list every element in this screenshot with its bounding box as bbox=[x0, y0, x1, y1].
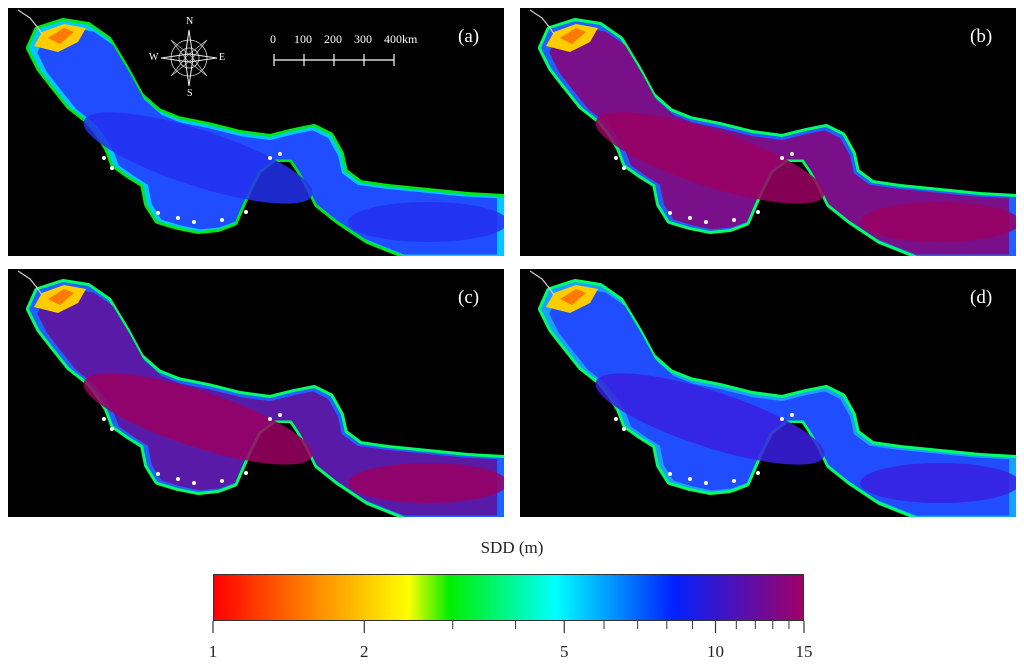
river-line bbox=[17, 9, 43, 35]
gulf-water-map bbox=[529, 270, 1016, 517]
gulf-water-map bbox=[17, 270, 504, 517]
river-line bbox=[529, 270, 555, 296]
colorbar-tick-label: 2 bbox=[360, 642, 369, 661]
map-panel-a: (a) N S W E 0 100 200 300 400 km bbox=[8, 8, 504, 256]
island-speck bbox=[278, 413, 282, 417]
river-line bbox=[17, 270, 43, 296]
scale-tick-label: 400 bbox=[384, 32, 402, 46]
panel-label: (a) bbox=[458, 26, 480, 47]
island-speck bbox=[268, 417, 272, 421]
island-speck bbox=[244, 210, 248, 214]
gulf-water-map bbox=[529, 9, 1016, 256]
island-speck bbox=[110, 166, 114, 170]
island-speck bbox=[780, 417, 784, 421]
island-speck bbox=[704, 481, 708, 485]
island-speck bbox=[614, 417, 618, 421]
open-water bbox=[549, 27, 1010, 255]
open-water bbox=[549, 288, 1010, 516]
gulf-of-oman-water bbox=[348, 463, 504, 503]
compass-south-label: S bbox=[187, 88, 193, 99]
island-speck bbox=[688, 477, 692, 481]
island-speck bbox=[220, 479, 224, 483]
map-panel-b: (b) bbox=[520, 8, 1016, 256]
map-panel-d: (d) bbox=[520, 269, 1016, 517]
gulf-of-oman-water bbox=[860, 202, 1016, 242]
island-speck bbox=[732, 479, 736, 483]
colorbar-tick-label: 15 bbox=[796, 642, 813, 661]
deep-water-core bbox=[83, 112, 313, 204]
colorbar-tick-label: 10 bbox=[707, 642, 724, 661]
island-speck bbox=[668, 472, 672, 476]
scale-unit-label: km bbox=[402, 32, 418, 46]
scale-tick-label: 300 bbox=[354, 32, 372, 46]
scale-tick-label: 100 bbox=[294, 32, 312, 46]
open-water bbox=[37, 27, 498, 255]
island-speck bbox=[156, 211, 160, 215]
island-speck bbox=[688, 216, 692, 220]
river-line bbox=[529, 9, 555, 35]
panel-label: (d) bbox=[970, 287, 993, 308]
gulf-water-map bbox=[17, 9, 504, 256]
map-panel-c: (c) bbox=[8, 269, 504, 517]
compass-north-label: N bbox=[186, 16, 194, 27]
island-speck bbox=[192, 481, 196, 485]
island-speck bbox=[278, 152, 282, 156]
island-speck bbox=[102, 156, 106, 160]
turbid-head-core bbox=[48, 289, 74, 305]
island-speck bbox=[192, 220, 196, 224]
island-speck bbox=[110, 427, 114, 431]
island-speck bbox=[790, 413, 794, 417]
island-speck bbox=[790, 152, 794, 156]
scale-tick-label: 200 bbox=[324, 32, 342, 46]
island-speck bbox=[732, 218, 736, 222]
legend-title: SDD (m) bbox=[480, 538, 544, 557]
turbid-head-core bbox=[560, 28, 586, 44]
island-speck bbox=[756, 471, 760, 475]
panel-label: (b) bbox=[970, 26, 993, 47]
compass-west-label: W bbox=[149, 52, 159, 63]
island-speck bbox=[176, 216, 180, 220]
island-speck bbox=[176, 477, 180, 481]
island-speck bbox=[622, 166, 626, 170]
island-speck bbox=[220, 218, 224, 222]
open-water bbox=[37, 288, 498, 516]
deep-water-core bbox=[595, 373, 825, 465]
turbid-head-core bbox=[48, 28, 74, 44]
island-speck bbox=[244, 471, 248, 475]
gulf-of-oman-water bbox=[348, 202, 504, 242]
island-speck bbox=[622, 427, 626, 431]
compass-east-label: E bbox=[219, 52, 226, 63]
colorbar-tick-label: 5 bbox=[560, 642, 569, 661]
turbid-head-core bbox=[560, 289, 586, 305]
island-speck bbox=[268, 156, 272, 160]
colorbar-tick-label: 1 bbox=[209, 642, 218, 661]
scale-bar-line bbox=[273, 54, 395, 66]
island-speck bbox=[614, 156, 618, 160]
scale-bar: 0 100 200 300 400 km bbox=[270, 28, 420, 72]
island-speck bbox=[102, 417, 106, 421]
island-speck bbox=[756, 210, 760, 214]
compass-rose-icon: N S W E bbox=[149, 16, 227, 99]
colorbar-axis: 1 2 5 10 15 bbox=[209, 621, 813, 661]
island-speck bbox=[704, 220, 708, 224]
island-speck bbox=[668, 211, 672, 215]
deep-water-core bbox=[83, 373, 313, 465]
deep-water-core bbox=[595, 112, 825, 204]
scale-tick-label: 0 bbox=[270, 32, 276, 46]
island-speck bbox=[156, 472, 160, 476]
colorbar bbox=[213, 574, 804, 621]
gulf-of-oman-water bbox=[860, 463, 1016, 503]
island-speck bbox=[780, 156, 784, 160]
panel-label: (c) bbox=[458, 287, 480, 308]
